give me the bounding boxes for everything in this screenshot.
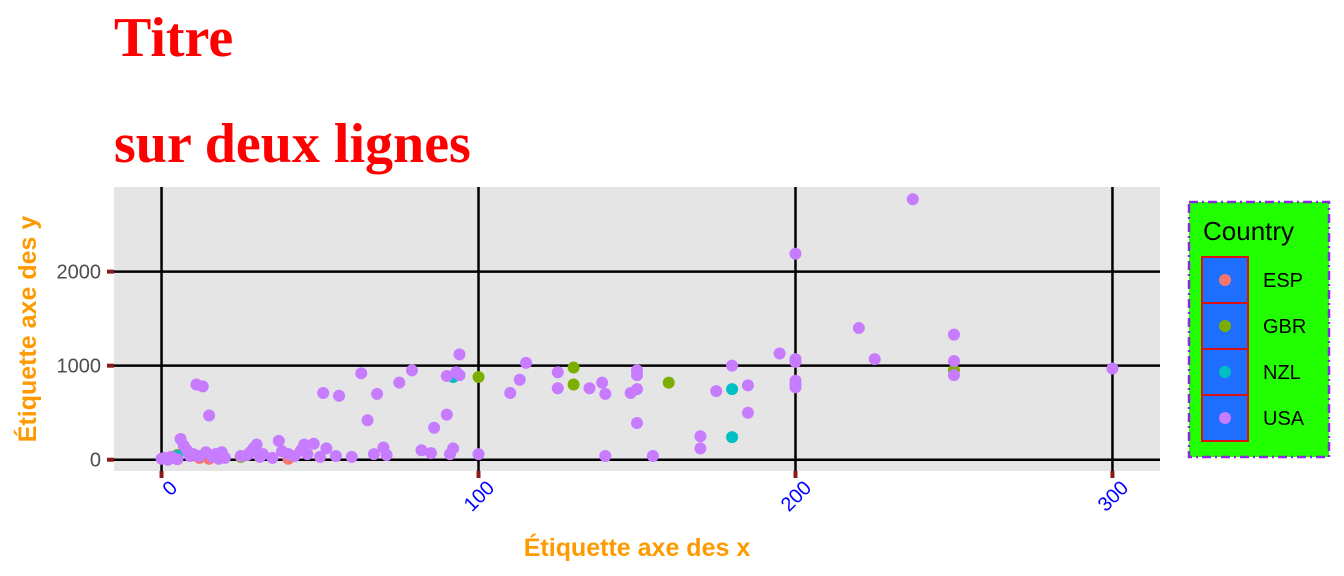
point-usa-57 — [447, 442, 460, 455]
point-usa-25 — [250, 438, 263, 451]
point-usa-82 — [741, 406, 754, 419]
point-usa-93 — [947, 328, 960, 341]
point-usa-64 — [520, 356, 533, 369]
point-usa-92 — [906, 193, 919, 206]
legend-items: ESP GBR NZL USA — [1201, 256, 1306, 442]
point-usa-94 — [947, 354, 960, 367]
point-usa-28 — [266, 451, 279, 464]
x-tick-label-200: 200 — [777, 477, 816, 516]
point-usa-35 — [301, 448, 314, 461]
point-usa-70 — [599, 449, 612, 462]
legend: Country ESP GBR NZL USA — [1187, 200, 1331, 459]
point-usa-45 — [367, 448, 380, 461]
point-usa-77 — [694, 430, 707, 443]
point-usa-53 — [428, 421, 441, 434]
chart-title-line-1: Titre — [114, 7, 234, 69]
point-usa-68 — [596, 376, 609, 389]
point-usa-29 — [272, 434, 285, 447]
point-usa-41 — [333, 389, 346, 402]
point-usa-20 — [218, 451, 231, 464]
point-usa-37 — [314, 450, 327, 463]
point-usa-95 — [947, 369, 960, 382]
point-usa-55 — [440, 408, 453, 421]
point-usa-13 — [196, 380, 209, 393]
point-usa-40 — [329, 449, 342, 462]
point-usa-62 — [504, 386, 517, 399]
point-usa-61 — [472, 448, 485, 461]
point-gbr-4 — [567, 361, 580, 374]
point-usa-54 — [440, 370, 453, 383]
point-usa-69 — [599, 387, 612, 400]
point-usa-66 — [551, 382, 564, 395]
point-usa-39 — [320, 442, 333, 455]
point-nzl-3 — [726, 431, 739, 444]
legend-title: Country — [1203, 216, 1294, 246]
point-usa-78 — [694, 442, 707, 455]
legend-label-esp: ESP — [1263, 270, 1303, 292]
point-usa-72 — [631, 383, 643, 396]
point-usa-27 — [256, 448, 269, 461]
data-points — [155, 193, 1119, 466]
point-usa-48 — [380, 449, 393, 462]
point-usa-50 — [405, 364, 418, 377]
point-usa-63 — [513, 373, 526, 386]
point-usa-76 — [646, 449, 659, 462]
point-usa-5 — [171, 453, 184, 466]
point-usa-96 — [1106, 362, 1119, 375]
y-tick-label-0: 0 — [90, 450, 101, 472]
legend-label-nzl: NZL — [1263, 362, 1301, 384]
point-gbr-5 — [567, 378, 580, 391]
legend-swatch-esp — [1219, 274, 1231, 286]
point-nzl-2 — [726, 383, 739, 396]
x-axis-title: Étiquette axe des x — [524, 533, 751, 562]
point-usa-75 — [631, 369, 643, 382]
point-usa-59 — [453, 348, 466, 361]
point-usa-43 — [355, 367, 368, 380]
point-usa-36 — [307, 437, 320, 450]
point-usa-38 — [317, 386, 330, 399]
y-tick-labels: 0 1000 2000 — [57, 262, 102, 472]
point-usa-80 — [726, 359, 739, 372]
y-axis-title: Étiquette axe des y — [13, 216, 42, 443]
point-usa-67 — [583, 382, 596, 395]
x-tick-labels: 0 100 200 300 — [159, 477, 1133, 516]
point-usa-73 — [631, 417, 643, 430]
chart-title-line-2: sur deux lignes — [114, 113, 471, 175]
legend-label-gbr: GBR — [1263, 316, 1306, 338]
point-usa-91 — [868, 353, 881, 366]
point-usa-52 — [424, 447, 437, 460]
y-tick-label-2000: 2000 — [57, 262, 102, 284]
point-usa-86 — [789, 355, 802, 368]
point-usa-65 — [551, 366, 564, 379]
grid-lines — [114, 187, 1160, 471]
point-usa-84 — [789, 247, 802, 260]
legend-label-usa: USA — [1263, 408, 1305, 430]
axis-ticks — [107, 269, 1115, 478]
point-usa-34 — [298, 438, 311, 451]
point-usa-81 — [741, 379, 754, 392]
legend-swatch-nzl — [1219, 366, 1231, 378]
point-usa-79 — [710, 385, 723, 398]
point-usa-51 — [415, 444, 428, 457]
x-tick-label-300: 300 — [1094, 477, 1133, 516]
legend-swatch-usa — [1219, 412, 1231, 424]
point-usa-44 — [361, 414, 374, 427]
point-gbr-6 — [662, 376, 675, 389]
point-usa-49 — [393, 376, 406, 389]
point-usa-60 — [453, 369, 466, 382]
point-usa-46 — [371, 387, 384, 400]
point-usa-83 — [773, 347, 786, 360]
point-usa-42 — [345, 450, 358, 463]
y-tick-label-1000: 1000 — [57, 356, 102, 378]
point-usa-15 — [203, 409, 216, 422]
point-usa-90 — [852, 322, 865, 335]
x-tick-label-0: 0 — [159, 477, 182, 500]
point-gbr-3 — [472, 370, 485, 383]
legend-swatch-gbr — [1219, 320, 1231, 332]
point-usa-89 — [789, 381, 802, 394]
x-tick-label-100: 100 — [460, 477, 499, 516]
legend-key-nzl — [1201, 348, 1249, 396]
